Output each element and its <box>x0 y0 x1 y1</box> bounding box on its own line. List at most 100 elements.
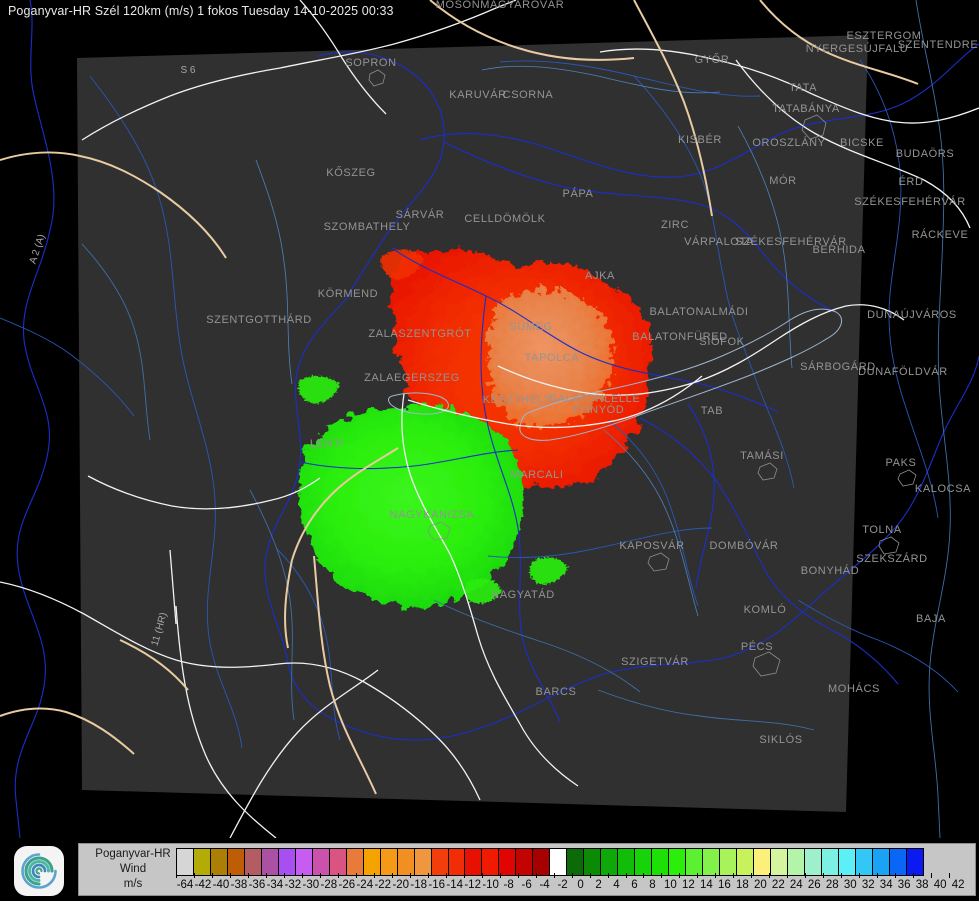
colorbar-cell[interactable] <box>209 848 228 876</box>
colorbar-cell[interactable] <box>430 848 449 876</box>
colorbar-cell[interactable] <box>277 848 296 876</box>
colorbar-tickmark <box>661 873 663 878</box>
colorbar-cell[interactable] <box>294 848 313 876</box>
colorbar-cell[interactable] <box>668 848 687 876</box>
colorbar-cell[interactable] <box>617 848 636 876</box>
colorbar-cell[interactable] <box>176 848 194 876</box>
colorbar-cell[interactable] <box>243 848 262 876</box>
colorbar-cell[interactable] <box>532 848 551 876</box>
colorbar-cell[interactable] <box>481 848 500 876</box>
colorbar-cell[interactable] <box>651 848 670 876</box>
colorbar-cell[interactable] <box>769 848 788 876</box>
colorbar-tickmark <box>877 873 879 878</box>
colorbar-cell[interactable] <box>549 848 568 876</box>
city-label: CELLDÖMÖLK <box>464 213 545 225</box>
colorbar-legend: Poganyvar-HR Wind m/s -64 -42 -40 -38 -36 -34… <box>78 843 976 896</box>
colorbar-cell[interactable] <box>600 848 619 876</box>
colorbar-tick: 32 <box>861 879 875 891</box>
colorbar-cell[interactable] <box>583 848 602 876</box>
colorbar-tick: -38 <box>230 879 248 891</box>
main-road-network <box>0 0 979 838</box>
city-label: BALATONFÜRED <box>632 331 727 343</box>
colorbar-cell[interactable] <box>345 848 364 876</box>
colorbar-cell[interactable] <box>192 848 211 876</box>
colorbar-cell[interactable] <box>379 848 398 876</box>
colorbar-tick: -64 <box>176 879 194 891</box>
colorbar-tick: -4 <box>539 879 550 891</box>
colorbar-cell[interactable] <box>634 848 653 876</box>
city-label: KISBÉR <box>678 133 722 146</box>
colorbar-swatches[interactable] <box>176 848 924 876</box>
colorbar-cell[interactable] <box>498 848 517 876</box>
colorbar-cell[interactable] <box>820 848 839 876</box>
map-svg: MOSONMAGYARÓVÁR S 6 SOPRON GYŐR ESZTERGOMNYE… <box>0 0 979 838</box>
colorbar-cell[interactable] <box>328 848 347 876</box>
colorbar-tick: -16 <box>428 879 446 891</box>
city-label: SZENTGOTTHÁRD <box>206 313 312 326</box>
colorbar-cell[interactable] <box>447 848 466 876</box>
colorbar-cell[interactable] <box>837 848 856 876</box>
city-label: SÁRVÁR <box>396 208 445 221</box>
colorbar-cell[interactable] <box>362 848 381 876</box>
colorbar-tickmark <box>319 873 321 878</box>
colorbar-cell[interactable] <box>260 848 279 876</box>
echo-outbound-green <box>299 405 525 608</box>
colorbar-cell[interactable] <box>854 848 873 876</box>
colorbar-cell[interactable] <box>786 848 805 876</box>
colorbar-cell[interactable] <box>888 848 907 876</box>
city-label: TATABÁNYA <box>772 102 840 115</box>
city-label: KESZTHELY <box>483 394 552 406</box>
city-label: KAPOSVÁR <box>619 539 684 552</box>
colorbar-tickmark <box>391 873 393 878</box>
colorbar-cell[interactable] <box>226 848 245 876</box>
colorbar-tickmark <box>211 873 213 878</box>
colorbar-tickmark <box>499 873 501 878</box>
colorbar-cell[interactable] <box>515 848 534 876</box>
colorbar-tickmark <box>607 873 609 878</box>
colorbar-cell[interactable] <box>413 848 432 876</box>
colorbar-tickmark <box>247 873 249 878</box>
city-label: NAGYKANIZSA <box>390 509 475 521</box>
city-label: SZOMBATHELY <box>324 221 411 233</box>
colorbar-tickmark <box>697 873 699 878</box>
colorbar-cell[interactable] <box>719 848 737 876</box>
colorbar-cell[interactable] <box>685 848 704 876</box>
colorbar-tickmark <box>931 873 933 878</box>
radar-map-canvas[interactable]: MOSONMAGYARÓVÁR S 6 SOPRON GYŐR ESZTERGOM NYE… <box>0 0 979 838</box>
colorbar-cell[interactable] <box>311 848 330 876</box>
colorbar-cell[interactable] <box>803 848 822 876</box>
colorbar-tick: -8 <box>503 879 514 891</box>
city-label: CSORNA <box>503 89 554 101</box>
colorbar-cell[interactable] <box>464 848 483 876</box>
colorbar-tickmark <box>913 873 915 878</box>
colorbar-cell[interactable] <box>702 848 720 876</box>
colorbar-tick: -26 <box>338 879 356 891</box>
colorbar-tickmark <box>373 873 375 878</box>
colorbar-tick: 18 <box>735 879 749 891</box>
city-label: PAKS <box>886 457 917 469</box>
city-label: AJKA <box>585 270 615 282</box>
colorbar-cell[interactable] <box>871 848 890 876</box>
colorbar-tickmark <box>841 873 843 878</box>
colorbar-tick: 4 <box>613 879 620 891</box>
colorbar-tickmark <box>355 873 357 878</box>
colorbar-tick: -36 <box>248 879 266 891</box>
city-label: ÉRD <box>898 175 923 188</box>
colorbar-tickmark <box>589 873 591 878</box>
colorbar-tickmark <box>553 873 555 878</box>
colorbar-cell[interactable] <box>396 848 415 876</box>
colorbar-tickmark <box>337 873 339 878</box>
colorbar-cell[interactable] <box>735 848 754 876</box>
colorbar-tick: -42 <box>194 879 212 891</box>
colorbar-cell[interactable] <box>752 848 771 876</box>
colorbar-tickmark <box>427 873 429 878</box>
colorbar-cell[interactable] <box>566 848 585 876</box>
colorbar-tick: -40 <box>212 879 230 891</box>
city-label: VÁRPALOTA <box>684 235 754 248</box>
colorbar-tickmark <box>733 873 735 878</box>
colorbar-tickmark <box>787 873 789 878</box>
colorbar-tick: 28 <box>825 879 839 891</box>
colorbar-tick: 22 <box>771 879 785 891</box>
colorbar-cell[interactable] <box>905 848 924 876</box>
